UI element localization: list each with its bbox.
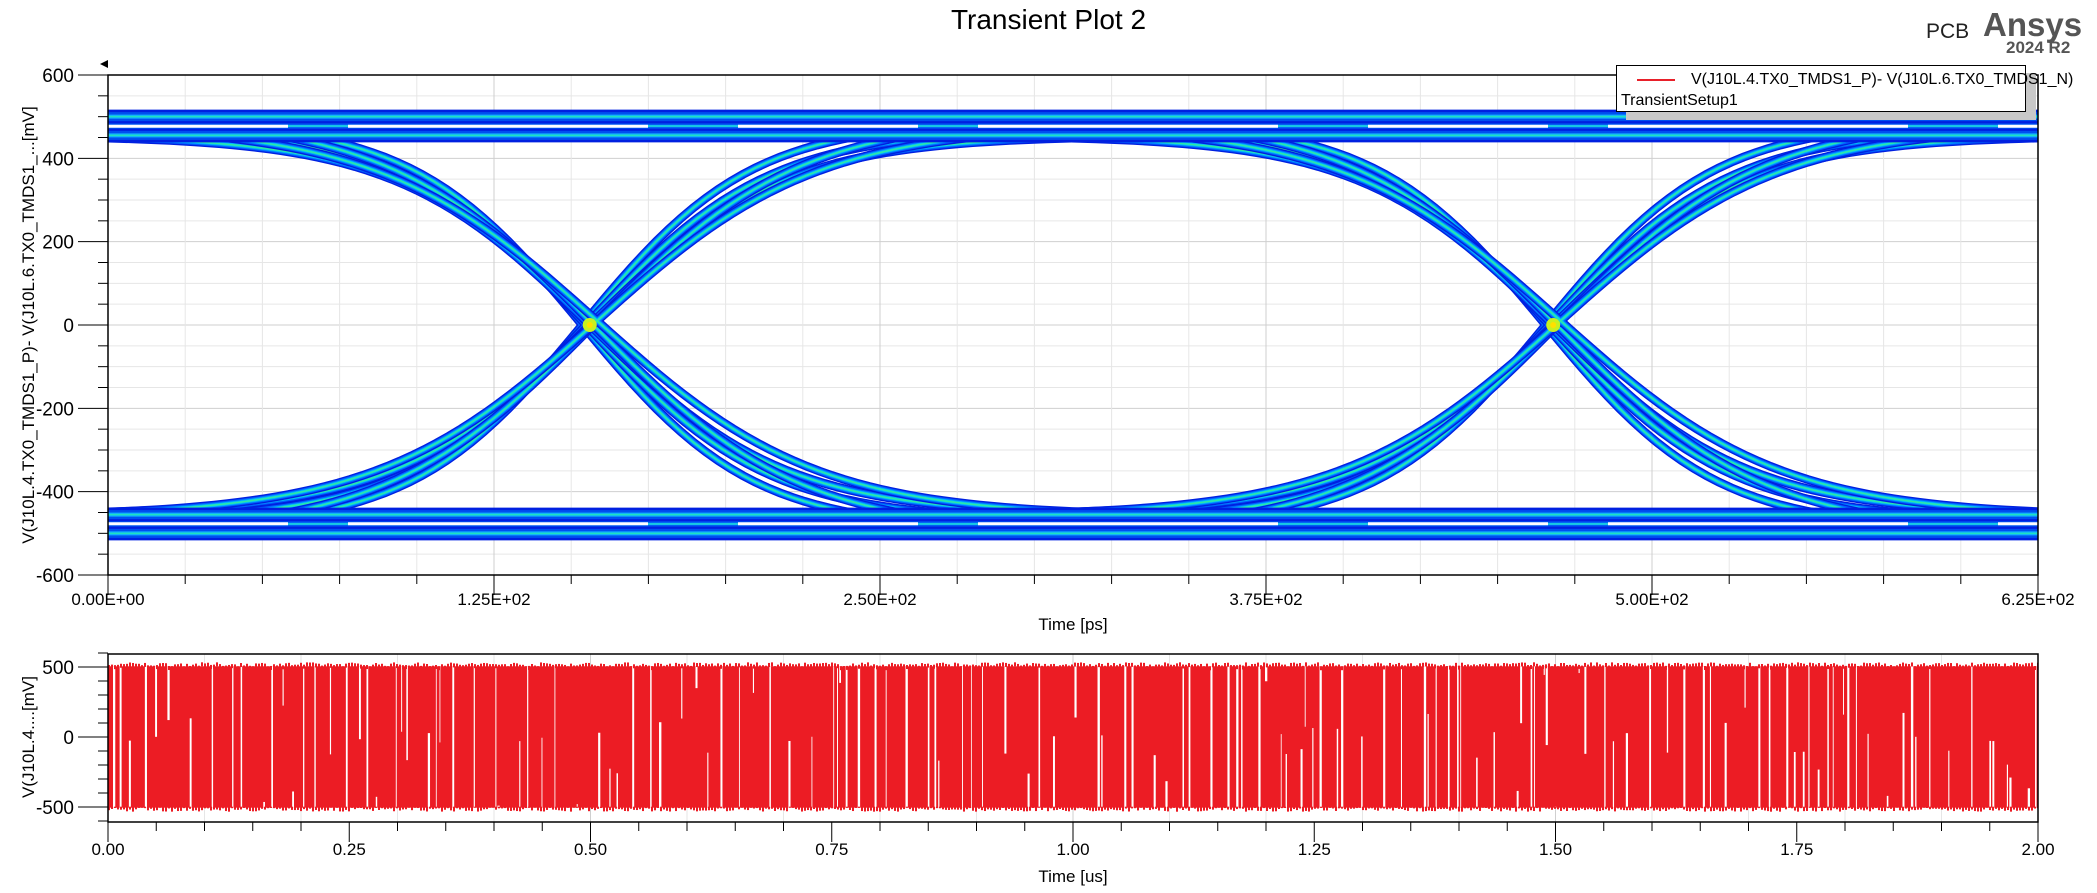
svg-text:0.75: 0.75 xyxy=(815,840,848,859)
svg-text:600: 600 xyxy=(42,66,74,87)
legend-setup-label: TransientSetup1 xyxy=(1621,92,1738,109)
legend[interactable]: V(J10L.4.TX0_TMDS1_P)- V(J10L.6.TX0_TMDS… xyxy=(1616,65,2073,112)
svg-text:3.75E+02: 3.75E+02 xyxy=(1229,590,1302,609)
chart-title: Transient Plot 2 xyxy=(950,4,1147,35)
eye-diagram-plot[interactable]: 600 400 200 0 -200 -400 -600 0.00E+00 1.25E+02 2… xyxy=(0,0,2097,640)
transient-y-axis: 500 0 -500 xyxy=(36,652,108,822)
transient-x-axis-label: Time [us] xyxy=(1038,867,1107,886)
svg-text:-500: -500 xyxy=(36,798,74,819)
transient-x-axis: 0.00 0.25 0.50 0.75 1.00 1.25 1.50 1.75 2.00 xyxy=(91,822,2055,859)
eye-y-axis: 600 400 200 0 -200 -400 -600 xyxy=(36,66,108,587)
svg-text:500: 500 xyxy=(42,658,74,679)
svg-text:0: 0 xyxy=(63,316,74,337)
svg-text:1.25E+02: 1.25E+02 xyxy=(457,590,530,609)
axis-marker-icon xyxy=(100,60,108,68)
svg-text:0.00E+00: 0.00E+00 xyxy=(71,590,144,609)
brand-version: 2024 R2 xyxy=(2006,38,2071,57)
svg-text:1.25: 1.25 xyxy=(1298,840,1331,859)
brand-logo: Ansys xyxy=(1983,6,2083,43)
eye-grid xyxy=(107,74,2039,576)
svg-text:0.50: 0.50 xyxy=(574,840,607,859)
eye-y-axis-label: V(J10L.4.TX0_TMDS1_P)- V(J10L.6.TX0_TMDS… xyxy=(19,106,38,543)
svg-text:1.00: 1.00 xyxy=(1056,840,1089,859)
legend-trace-label: V(J10L.4.TX0_TMDS1_P)- V(J10L.6.TX0_TMDS… xyxy=(1691,71,2074,88)
svg-text:200: 200 xyxy=(42,233,74,254)
svg-text:-400: -400 xyxy=(36,483,74,504)
svg-text:-600: -600 xyxy=(36,566,74,587)
svg-text:2.00: 2.00 xyxy=(2021,840,2054,859)
svg-text:6.25E+02: 6.25E+02 xyxy=(2001,590,2074,609)
eye-x-axis-label: Time [ps] xyxy=(1038,615,1107,634)
svg-text:0.25: 0.25 xyxy=(333,840,366,859)
svg-text:2.50E+02: 2.50E+02 xyxy=(843,590,916,609)
brand-product: PCB xyxy=(1926,20,1970,43)
svg-text:1.75: 1.75 xyxy=(1780,840,1813,859)
transient-trace xyxy=(108,662,2038,812)
transient-plot[interactable]: 500 0 -500 0.00 0.25 0.50 0.75 1.00 1.25 1.50 1.7… xyxy=(0,640,2097,893)
svg-text:1.50: 1.50 xyxy=(1539,840,1572,859)
svg-text:5.00E+02: 5.00E+02 xyxy=(1615,590,1688,609)
svg-text:0: 0 xyxy=(63,728,74,749)
eye-x-axis: 0.00E+00 1.25E+02 2.50E+02 3.75E+02 5.00E+02… xyxy=(71,575,2075,609)
legend-swatch xyxy=(1637,78,1675,81)
svg-text:-200: -200 xyxy=(36,399,74,420)
transient-y-axis-label: V(J10L.4....[mV] xyxy=(19,676,38,798)
svg-text:400: 400 xyxy=(42,149,74,170)
eye-traces xyxy=(108,109,2038,541)
svg-text:0.00: 0.00 xyxy=(91,840,124,859)
